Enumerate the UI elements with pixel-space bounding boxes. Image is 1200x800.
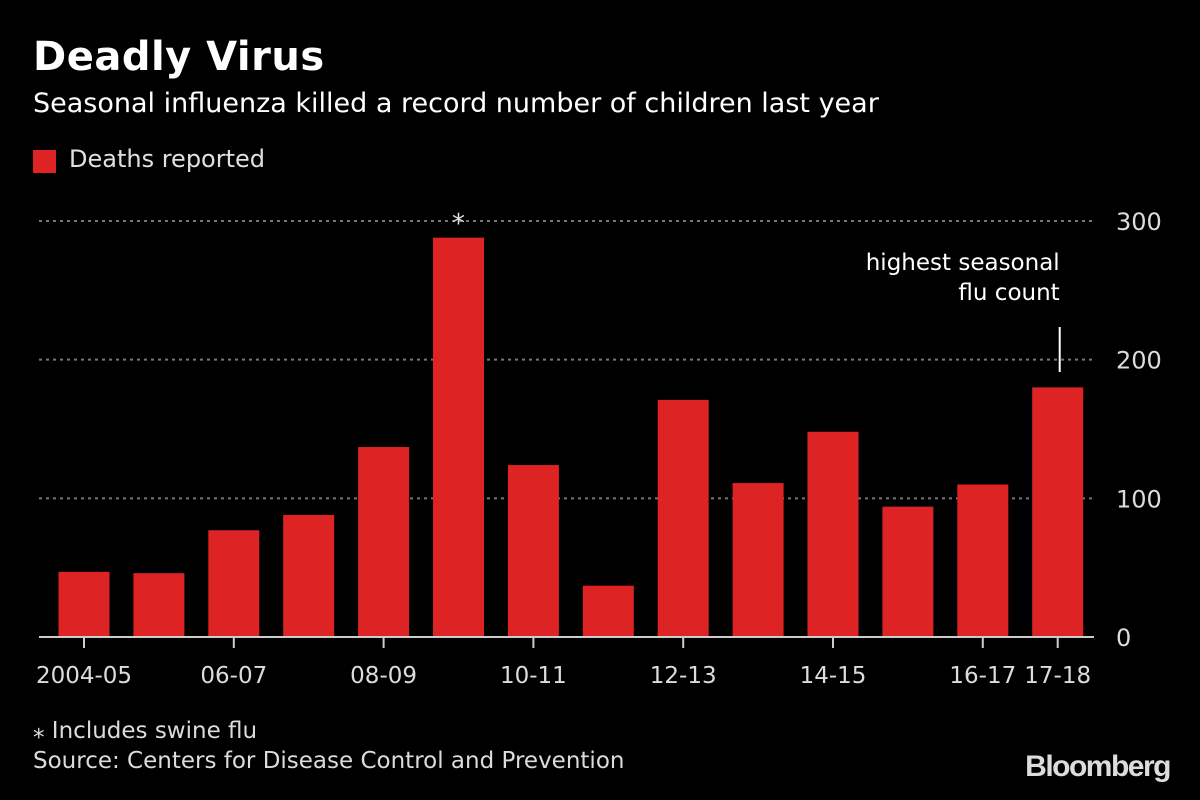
bar (208, 530, 260, 637)
bar (882, 506, 934, 637)
bar (1032, 387, 1084, 637)
bar (657, 399, 709, 637)
x-tick-label: 17-18 (1024, 663, 1091, 689)
chart-subtitle: Seasonal influenza killed a record numbe… (33, 88, 879, 119)
legend: Deaths reported (33, 145, 265, 173)
x-tick-label: 16-17 (949, 663, 1016, 689)
bar (582, 585, 634, 637)
x-tick-label: 06-07 (200, 663, 267, 689)
x-axis-labels: 2004-05 06-07 08-09 10-11 12-13 14-15 16-17 17-… (36, 663, 1091, 689)
gridlines (39, 220, 1094, 500)
annotations: ⁎ highest seasonal flu count (452, 201, 1061, 372)
annotation-text: flu count (958, 280, 1059, 306)
bar (358, 447, 410, 637)
annotation-text: highest seasonal (866, 250, 1060, 276)
x-tick-label: 14-15 (800, 663, 867, 689)
bar (807, 431, 859, 637)
y-tick-label: 200 (1116, 347, 1162, 375)
bar (433, 237, 484, 637)
asterisk-marker: ⁎ (452, 201, 465, 231)
bar (283, 514, 335, 637)
y-tick-label: 0 (1116, 624, 1131, 652)
bar (732, 483, 784, 637)
x-axis (39, 636, 1094, 648)
x-tick-label: 12-13 (650, 663, 717, 689)
y-tick-label: 100 (1116, 485, 1162, 513)
x-tick-label: 10-11 (500, 663, 567, 689)
bloomberg-logo: Bloomberg (1025, 750, 1171, 783)
legend-swatch (33, 149, 56, 173)
bar (133, 573, 185, 637)
y-tick-label: 300 (1116, 208, 1162, 236)
bar (957, 484, 1009, 637)
legend-label: Deaths reported (69, 145, 266, 173)
source-note: Source: Centers for Disease Control and … (33, 748, 625, 774)
footnote: ⁎ Includes swine flu (33, 718, 258, 744)
x-tick-label: 2004-05 (36, 663, 132, 689)
x-tick-label: 08-09 (350, 663, 417, 689)
bars (58, 237, 1084, 637)
bar (507, 465, 559, 637)
bar (58, 571, 110, 637)
chart-title: Deadly Virus (33, 34, 325, 80)
y-axis-labels: 0 100 200 300 (1116, 208, 1162, 652)
